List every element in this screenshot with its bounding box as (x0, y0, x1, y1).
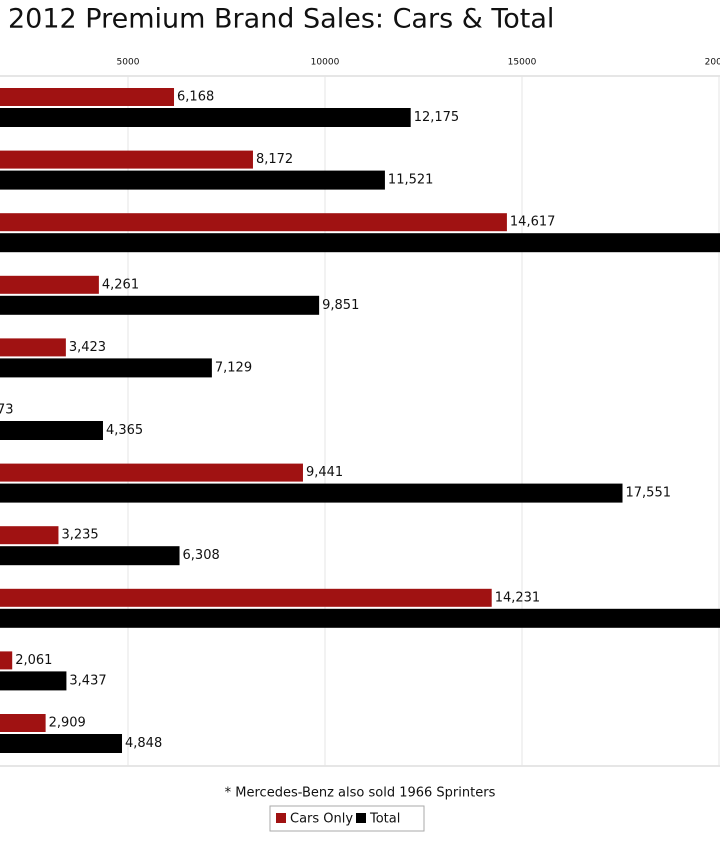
x-tick-label: 5000 (117, 58, 140, 68)
x-tick-label: 15000 (508, 58, 537, 68)
legend-swatch (356, 813, 366, 823)
bar (0, 546, 180, 566)
value-label: 6,308 (183, 548, 220, 563)
value-label: 14,617 (510, 215, 556, 230)
legend-box (269, 805, 425, 832)
bar (0, 588, 492, 607)
bar (0, 671, 67, 691)
legend-label: Cars Only (290, 812, 353, 827)
value-label: 3,423 (69, 340, 106, 355)
footnote: * Mercedes-Benz also sold 1966 Sprinters (225, 786, 496, 801)
x-tick-label: 20000 (705, 58, 720, 68)
value-label: 3,437 (69, 673, 106, 688)
bar (0, 714, 46, 732)
x-tick-label: 10000 (311, 58, 340, 68)
value-label: 8,172 (256, 152, 293, 167)
value-label: 4,848 (125, 736, 162, 751)
bar (0, 170, 385, 190)
bar (0, 213, 507, 232)
value-label: 9,851 (322, 298, 359, 313)
bar (0, 421, 103, 440)
bar (0, 651, 13, 670)
legend-label: Total (369, 812, 400, 827)
bar (0, 463, 303, 482)
value-label: 2,061 (15, 653, 52, 668)
bar (0, 734, 123, 753)
value-label: 1,073 (0, 403, 13, 418)
bar (0, 338, 66, 357)
value-label: 4,261 (102, 277, 139, 292)
value-label: 9,441 (306, 465, 343, 480)
value-label: 2,909 (49, 716, 86, 731)
bar (0, 150, 253, 169)
bar (0, 526, 59, 545)
value-label: 14,231 (495, 590, 541, 605)
bar (0, 608, 720, 628)
value-label: 7,129 (215, 360, 252, 375)
bar (0, 108, 411, 127)
value-label: 4,365 (106, 423, 143, 438)
value-label: 17,551 (626, 486, 672, 501)
legend-swatch (276, 813, 286, 823)
bar (0, 233, 720, 253)
bar (0, 483, 623, 503)
value-label: 6,168 (177, 90, 214, 105)
bar (0, 295, 320, 315)
bar (0, 88, 175, 106)
value-label: 12,175 (414, 110, 460, 125)
bar (0, 358, 212, 378)
chart-title: 2012 Premium Brand Sales: Cars & Total (8, 4, 554, 35)
value-label: 3,235 (61, 528, 98, 543)
value-label: 11,521 (388, 173, 434, 188)
bar (0, 275, 99, 294)
